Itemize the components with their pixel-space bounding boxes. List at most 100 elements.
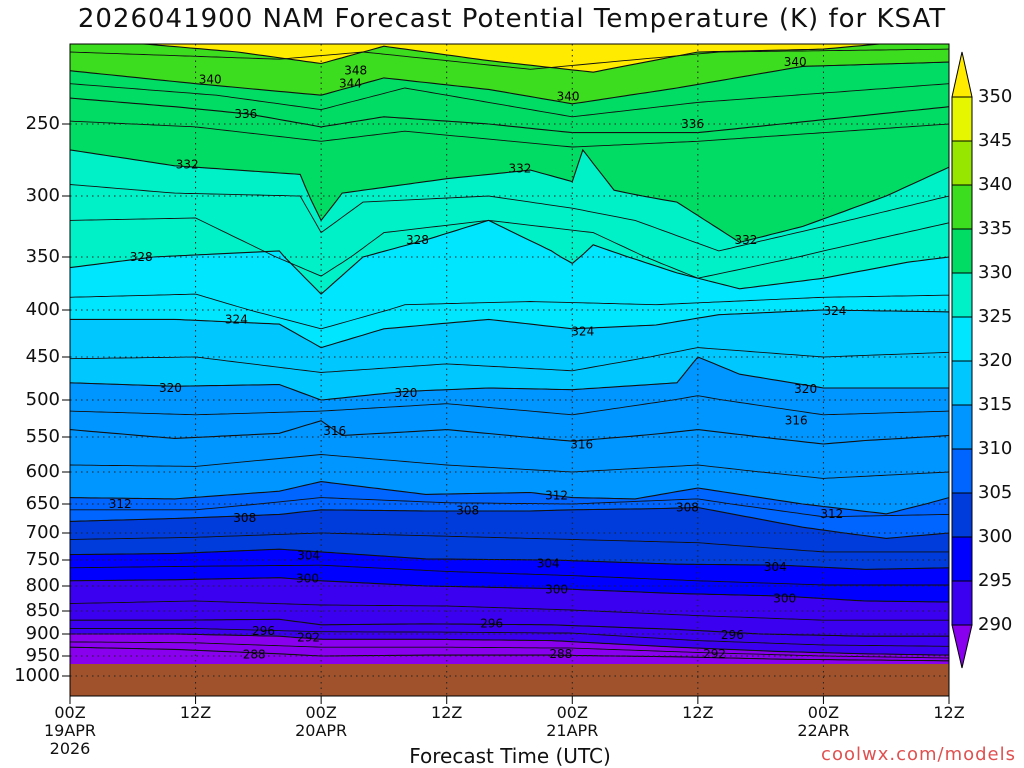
colorbar-box-310 [951,404,973,450]
contour-label: 320 [394,386,417,400]
contour-label: 316 [570,438,593,452]
y-tick-label: 300 [25,185,60,206]
contour-288 [70,646,949,662]
colorbar-bottom-arrow [951,624,973,669]
contour-326 [70,293,949,330]
contour-296 [70,618,949,637]
contour-332 [70,148,949,243]
contour-label: 300 [773,592,796,606]
colorbar-box-345 [951,96,973,142]
contour-label: 312 [820,507,843,521]
contour-label: 312 [109,497,132,511]
colorbar-label: 310 [978,438,1013,459]
contour-310 [70,497,949,518]
contour-label: 336 [234,107,257,121]
contour-label: 332 [176,157,199,171]
colorbar-label: 300 [978,526,1013,547]
colorbar-label: 325 [978,306,1013,327]
y-tick-label: 750 [25,549,60,570]
colorbar-label: 340 [978,174,1013,195]
contour-label: 328 [130,250,153,264]
contour-347 [70,48,949,70]
contour-label: 308 [233,511,256,525]
contour-336 [70,97,949,134]
contour-label: 304 [764,560,787,574]
x-tick-label: 00Z 22APR [797,703,850,740]
contour-label: 292 [297,631,320,645]
contour-label: 312 [545,489,568,503]
contour-294 [70,628,949,647]
y-tick-label: 600 [25,461,60,482]
x-tick-label: 12Z [431,703,463,722]
colorbar-label: 345 [978,130,1013,151]
contour-label: 324 [571,325,594,339]
contour-342 [70,83,949,118]
contour-330 [70,217,949,279]
y-tick-label: 950 [25,645,60,666]
contour-338 [70,120,949,148]
contour-label: 292 [703,647,726,661]
contour-label: 332 [509,162,532,176]
contour-label: 328 [406,233,429,247]
contour-label: 304 [297,549,320,563]
y-tick-label: 400 [25,299,60,320]
colorbar-label: 330 [978,262,1013,283]
colorbar-label: 320 [978,350,1013,371]
contour-340 [70,61,949,105]
credit-link[interactable]: coolwx.com/models [821,744,1016,765]
colorbar-label: 295 [978,570,1013,591]
y-tick-label: 700 [25,522,60,543]
contour-318 [70,395,949,416]
contour-label: 296 [721,628,744,642]
contour-298 [70,600,949,621]
contour-label: 316 [323,424,346,438]
y-tick-label: 800 [25,575,60,596]
contour-314 [70,454,949,479]
colorbar-label: 335 [978,218,1013,239]
plot-frame [69,43,950,697]
contour-345 [137,44,886,73]
contour-label: 320 [794,382,817,396]
contour-label: 308 [456,503,479,517]
contour-328 [70,219,949,295]
ground-surface [70,664,949,696]
y-tick-label: 850 [25,600,60,621]
contour-300 [70,577,949,603]
contour-322 [70,347,949,373]
contour-label: 320 [159,381,182,395]
colorbar-box-290 [951,580,973,626]
contour-316 [70,420,949,445]
colorbar-box-340 [951,140,973,186]
colorbar-label: 350 [978,86,1013,107]
y-tick-label: 500 [25,389,60,410]
contour-label: 304 [537,557,560,571]
contour-label: 296 [480,616,503,630]
x-tick-label: 12Z [179,703,212,722]
contour-320 [70,356,949,401]
x-axis-title: Forecast Time (UTC) [409,744,611,768]
contour-label: 288 [549,647,572,661]
contour-label: 336 [681,117,704,131]
contour-label: 332 [735,233,758,247]
contour-308 [70,506,949,539]
x-tick-label: 00Z 19APR 2026 [43,703,97,758]
colorbar-box-330 [951,228,973,274]
chart-title: 2026041900 NAM Forecast Potential Temper… [77,4,947,34]
contour-label: 308 [676,500,699,514]
y-tick-label: 650 [25,493,60,514]
colorbar-box-300 [951,492,973,538]
contour-label: 340 [199,72,222,86]
x-tick-label: 00Z 20APR [295,703,348,740]
contour-label: 324 [225,312,248,326]
contour-label: 300 [545,583,568,597]
y-tick-label: 1000 [14,665,60,686]
contour-334 [70,184,949,252]
contour-304 [70,548,949,570]
contour-label: 288 [243,648,266,662]
contour-label: 344 [339,77,362,91]
y-tick-label: 350 [25,246,60,267]
colorbar-box-315 [951,360,973,406]
contour-label: 316 [785,414,808,428]
y-tick-label: 900 [25,623,60,644]
